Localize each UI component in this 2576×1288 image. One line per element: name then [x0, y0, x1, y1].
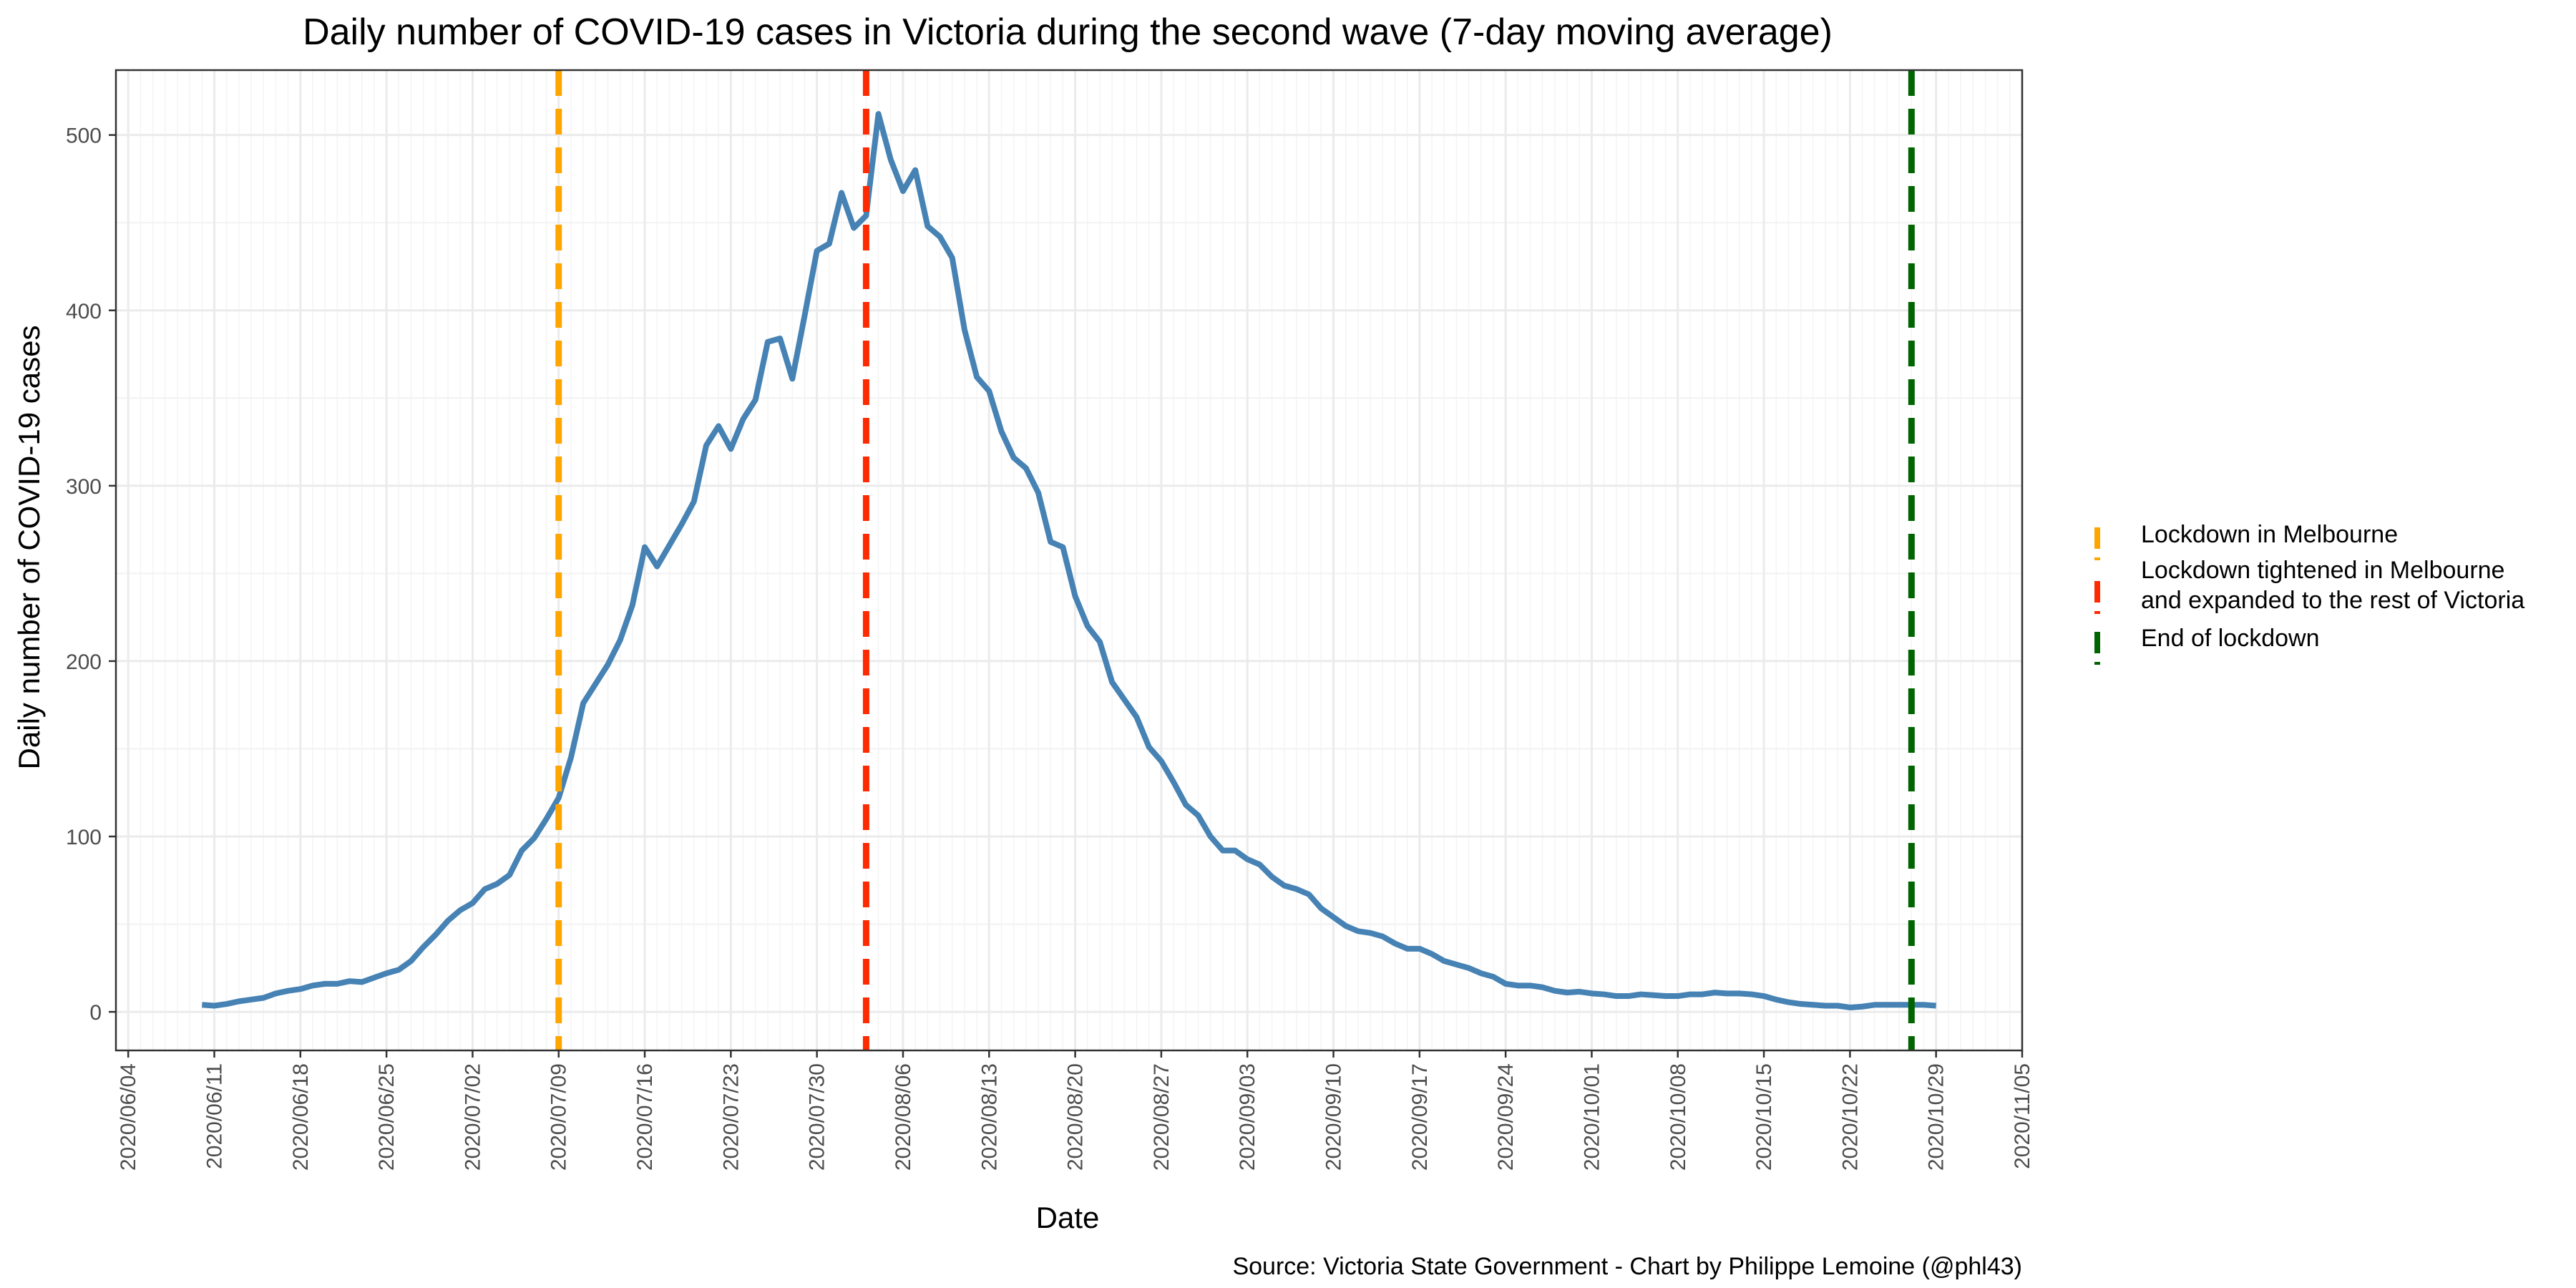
y-tick-label: 400: [66, 300, 102, 323]
y-tick-label: 0: [89, 1001, 102, 1025]
legend: Lockdown in Melbourne Lockdown tightened …: [2094, 521, 2524, 665]
plot-area: 0 100 200 300 400 500 2020/06/04 2020/06/11 2020…: [66, 69, 2034, 1171]
x-tick-label: 2020/10/15: [1752, 1063, 1776, 1171]
x-tick-label: 2020/10/22: [1838, 1063, 1862, 1171]
y-tick-label: 100: [66, 826, 102, 849]
x-tick-label: 2020/06/04: [117, 1063, 140, 1171]
legend-label-2: Lockdown tightened in Melbourne: [2141, 557, 2504, 584]
x-tick-label: 2020/08/27: [1150, 1063, 1174, 1171]
x-tick-label: 2020/07/09: [547, 1063, 571, 1171]
legend-label-2: and expanded to the rest of Victoria: [2141, 587, 2524, 614]
x-tick-label: 2020/08/06: [892, 1063, 915, 1171]
legend-label-3: End of lockdown: [2141, 625, 2320, 652]
panel-border: [114, 69, 2024, 1052]
x-tick-label: 2020/07/16: [633, 1063, 657, 1171]
x-tick-label: 2020/11/05: [2011, 1063, 2034, 1169]
x-tick-label: 2020/09/24: [1494, 1063, 1518, 1171]
x-tick-label: 2020/07/30: [806, 1063, 829, 1171]
x-tick-label: 2020/10/01: [1580, 1063, 1604, 1171]
legend-label-1: Lockdown in Melbourne: [2141, 521, 2398, 548]
y-tick-label: 300: [66, 475, 102, 499]
x-tick-label: 2020/09/10: [1322, 1063, 1346, 1171]
source-caption: Source: Victoria State Government - Char…: [1232, 1253, 2022, 1280]
y-axis-title: Daily number of COVID-19 cases: [12, 326, 46, 770]
x-tick-label: 2020/08/13: [977, 1063, 1001, 1171]
x-tick-label: 2020/07/23: [719, 1063, 743, 1171]
y-tick-label: 200: [66, 650, 102, 674]
chart-title: Daily number of COVID-19 cases in Victor…: [303, 11, 1833, 53]
x-tick-label: 2020/06/25: [375, 1063, 399, 1171]
cases-line: [202, 111, 1936, 1010]
x-tick-label: 2020/09/17: [1408, 1063, 1432, 1171]
y-tick-label: 500: [66, 125, 102, 148]
x-tick-label: 2020/08/20: [1064, 1063, 1088, 1171]
x-tick-label: 2020/10/08: [1667, 1063, 1690, 1171]
x-tick-label: 2020/06/11: [203, 1063, 226, 1169]
x-tick-label: 2020/10/29: [1925, 1063, 1948, 1171]
x-tick-label: 2020/07/02: [461, 1063, 484, 1171]
x-axis-title: Date: [1036, 1201, 1100, 1234]
x-tick-label: 2020/06/18: [289, 1063, 313, 1171]
x-tick-label: 2020/09/03: [1236, 1063, 1259, 1171]
